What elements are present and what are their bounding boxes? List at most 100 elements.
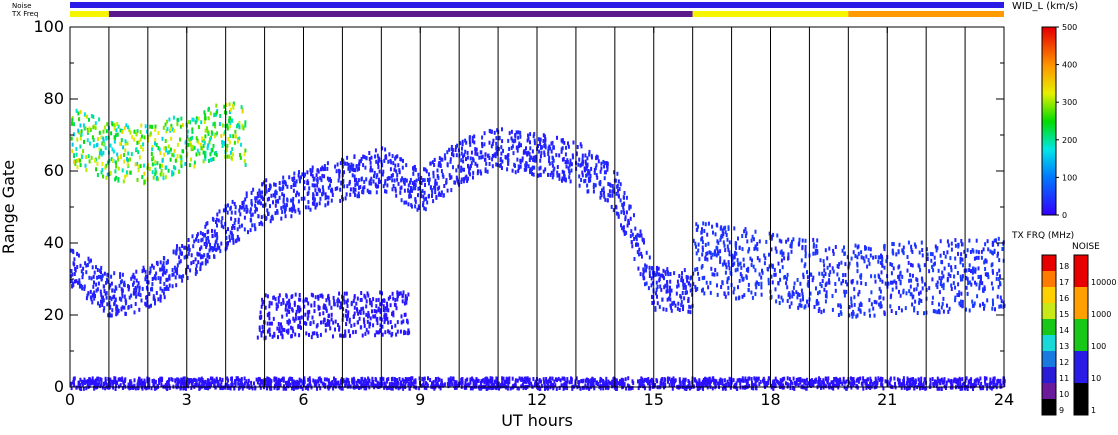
scatter-point [706, 251, 709, 256]
scatter-point [241, 386, 244, 391]
scatter-point [745, 231, 748, 236]
scatter-point [606, 165, 609, 170]
scatter-point [588, 152, 591, 157]
scatter-point [338, 174, 341, 179]
scatter-point [494, 385, 497, 390]
scatter-point [407, 292, 410, 297]
scatter-point [457, 181, 460, 185]
scatter-point [328, 319, 331, 324]
status-label-tx-freq: TX Freq [11, 10, 38, 18]
scatter-point [77, 253, 80, 258]
scatter-point [372, 323, 375, 328]
scatter-point [282, 378, 285, 383]
scatter-point [367, 382, 370, 387]
scatter-point [901, 274, 904, 279]
scatter-point [683, 378, 686, 383]
scatter-point [533, 165, 536, 170]
scatter-point [561, 138, 564, 142]
scatter-point [293, 207, 296, 212]
scatter-point [863, 259, 866, 264]
scatter-point [402, 319, 405, 324]
scatter-point [203, 381, 206, 386]
scatter-point [186, 276, 189, 280]
scatter-point [548, 161, 551, 166]
scatter-point [773, 272, 776, 277]
scatter-point [999, 382, 1002, 387]
scatter-point [936, 285, 939, 290]
scatter-point [798, 303, 801, 308]
scatter-point [800, 288, 803, 293]
scatter-point [455, 145, 457, 149]
scatter-point [947, 309, 950, 314]
scatter-point [666, 280, 669, 284]
scatter-point [815, 299, 818, 304]
scatter-point [848, 380, 851, 385]
scatter-point [405, 378, 407, 383]
scatter-point [910, 244, 913, 249]
scatter-point [268, 196, 270, 201]
scatter-point [971, 299, 974, 304]
scatter-point [104, 291, 107, 296]
scatter-point [293, 302, 296, 307]
scatter-point [73, 279, 76, 284]
scatter-point [616, 381, 619, 386]
scatter-point [932, 262, 935, 267]
scatter-point [828, 278, 830, 283]
scatter-point [290, 295, 293, 299]
scatter-point [695, 251, 698, 256]
scatter-point [88, 384, 91, 388]
scatter-point [537, 173, 540, 178]
scatter-point [581, 385, 584, 390]
scatter-point [505, 376, 508, 381]
scatter-point [532, 377, 535, 381]
scatter-point [353, 295, 356, 300]
scatter-point [582, 378, 585, 383]
scatter-point [192, 244, 195, 249]
scatter-point [922, 383, 925, 388]
scatter-point [269, 332, 271, 337]
scatter-point [318, 201, 321, 206]
scatter-point [936, 382, 939, 386]
scatter-point [872, 255, 875, 260]
scatter-point [355, 177, 358, 182]
scatter-point [97, 382, 100, 387]
scatter-point [347, 329, 350, 334]
scatter-point [292, 386, 295, 391]
scatter-point [562, 386, 565, 391]
scatter-point [602, 386, 605, 391]
scatter-point [376, 153, 379, 158]
scatter-point [745, 267, 748, 272]
scatter-point [382, 377, 385, 382]
scatter-point [355, 301, 358, 306]
scatter-point [186, 254, 189, 259]
scatter-point [698, 383, 701, 388]
scatter-point [711, 272, 714, 277]
scatter-point [745, 381, 748, 386]
scatter-point [852, 250, 855, 255]
scatter-point [828, 246, 831, 251]
scatter-point [333, 299, 336, 304]
scatter-point [386, 183, 389, 188]
scatter-point [520, 377, 523, 382]
scatter-point [777, 294, 780, 299]
scatter-point [133, 275, 136, 280]
scatter-point [292, 316, 295, 321]
scatter-point [205, 222, 208, 227]
scatter-point [400, 314, 403, 319]
scatter-point [857, 292, 860, 297]
scatter-point [162, 268, 165, 273]
scatter-point [394, 323, 397, 328]
scatter-point [747, 288, 750, 293]
scatter-point [330, 305, 333, 310]
scatter-point [395, 306, 398, 311]
scatter-point [262, 203, 264, 208]
scatter-point [365, 156, 368, 161]
scatter-point [542, 169, 545, 174]
scatter-point [166, 260, 169, 265]
scatter-point [76, 265, 79, 269]
scatter-point [420, 175, 423, 180]
scatter-point [74, 266, 77, 271]
scatter-point [561, 176, 564, 181]
scatter-point [437, 163, 440, 168]
scatter-point [373, 309, 376, 313]
